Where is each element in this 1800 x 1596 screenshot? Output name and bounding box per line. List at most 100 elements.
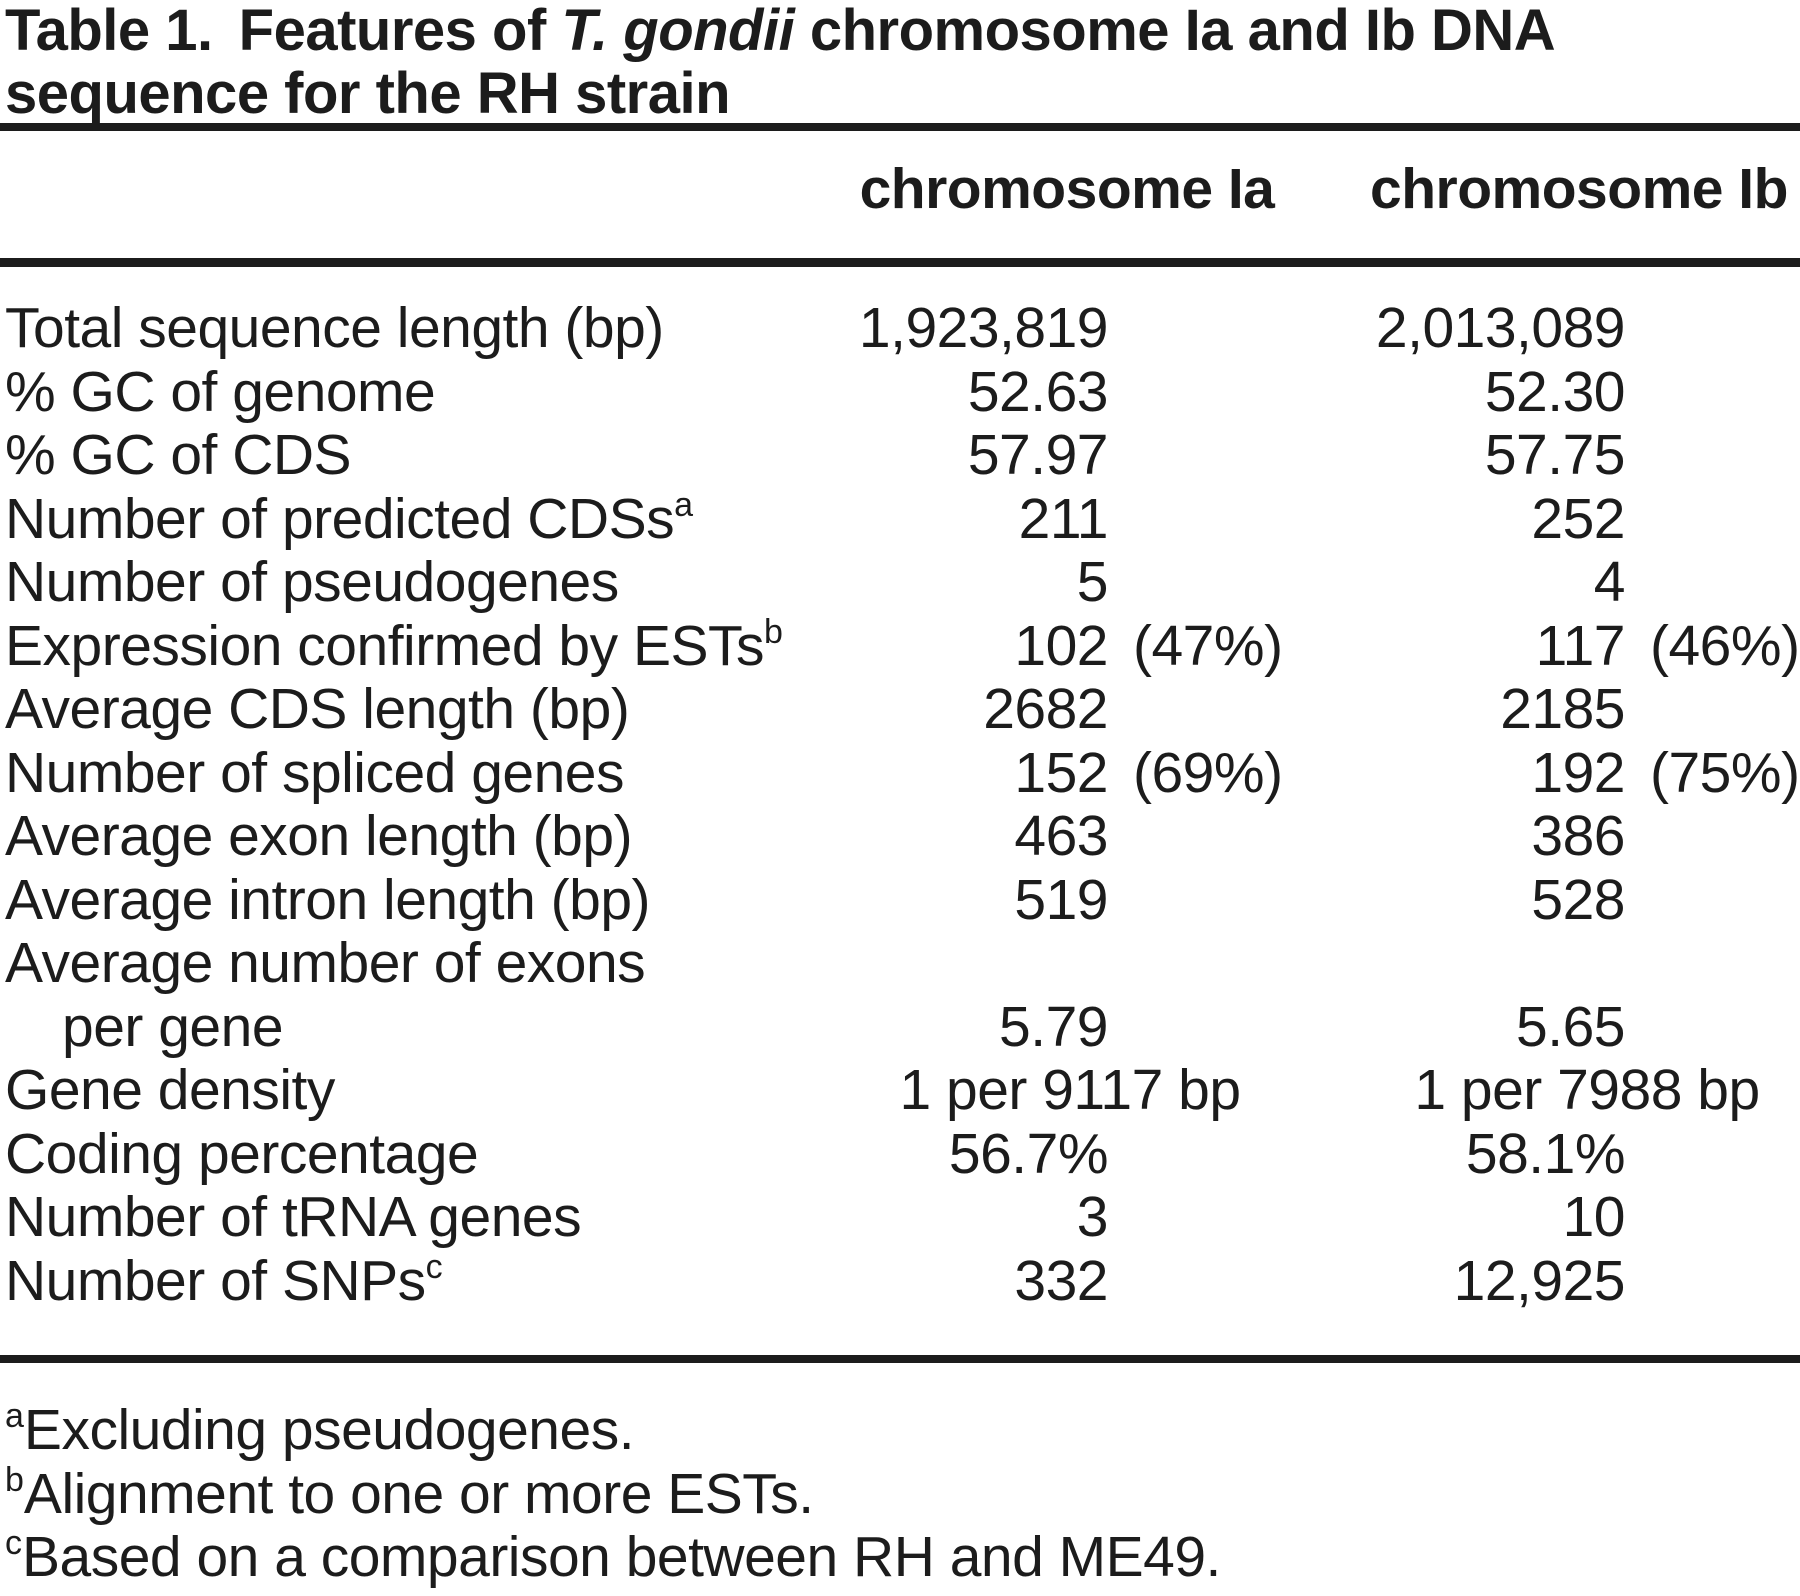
cell-value: 5.79 (999, 994, 1108, 1059)
row-label-text: Average number of exons (5, 931, 646, 995)
column-header-chromosome-ia: chromosome Ia (859, 157, 1275, 221)
row-label: % GC of CDS (5, 423, 352, 488)
table-row: Average number of exons (0, 931, 1800, 996)
row-label: Average CDS length (bp) (5, 677, 630, 742)
row-label-text: per gene (62, 994, 284, 1059)
footnote-marker: c (5, 1524, 22, 1562)
cell-value: 5.65 (1516, 994, 1625, 1059)
table-row: Total sequence length (bp) 1,923,819 2,013… (0, 296, 1800, 361)
cell-value: 386 (1531, 804, 1625, 868)
cell-value: 2185 (1500, 677, 1625, 741)
cell-value: 56.7% (948, 1121, 1109, 1186)
title-text-after: chromosome Ia and Ib DNA (794, 0, 1556, 63)
row-label-text: Number of tRNA genes (5, 1185, 582, 1249)
row-label: Expression confirmed by ESTsb (5, 613, 783, 679)
row-label-text: Number of predicted CDSs (5, 486, 675, 551)
table-row: Average CDS length (bp) 2682 2185 (0, 677, 1800, 742)
row-label-text: % GC of genome (5, 359, 436, 424)
cell-value: 3 (1076, 1185, 1109, 1249)
cell-value: 5 (1076, 550, 1109, 614)
footnote: cBased on a comparison between RH and ME… (5, 1524, 1795, 1590)
table-row: per gene 5.79 5.65 (0, 994, 1800, 1060)
cell-value: 57.75 (1484, 423, 1626, 487)
row-label-text: Expression confirmed by ESTs (5, 613, 764, 678)
cell-value-suffix: (75%) (1650, 740, 1800, 805)
cell-value-suffix: (47%) (1133, 613, 1283, 678)
rule-below-header (0, 258, 1800, 267)
table-row: Number of spliced genes 152 (69%) 192 (75%) (0, 740, 1800, 806)
cell-value: 192 (1531, 740, 1625, 805)
cell-value: 52.63 (967, 359, 1109, 424)
row-label: per gene (62, 994, 284, 1060)
footnote-marker: b (5, 1460, 24, 1499)
row-label: Average number of exons (5, 931, 646, 996)
table-row: Number of predicted CDSsa 211 252 (0, 486, 1800, 552)
column-header-chromosome-ib: chromosome Ib (1370, 157, 1788, 221)
row-label: Number of tRNA genes (5, 1185, 582, 1250)
cell-value: 4 (1593, 550, 1626, 614)
cell-value: 252 (1531, 486, 1625, 551)
table-title-line2: sequence for the RH strain (5, 61, 731, 126)
table-row: Gene density 1 per 9117 bp 1 per 7988 bp (0, 1058, 1800, 1123)
cell-value: 2,013,089 (1375, 296, 1626, 360)
footnotes: aExcluding pseudogenes. bAlignment to one… (5, 1397, 1795, 1590)
row-label-text: Total sequence length (bp) (5, 296, 664, 360)
title-text-before: Features of (238, 0, 562, 63)
table-row: Coding percentage 56.7% 58.1% (0, 1121, 1800, 1187)
cell-value: 1 per 7988 bp (1414, 1058, 1760, 1122)
row-label-text: % GC of CDS (5, 423, 352, 487)
row-label: Number of spliced genes (5, 740, 625, 806)
row-label: Number of SNPsc (5, 1247, 443, 1314)
cell-value: 152 (1014, 740, 1108, 805)
cell-value: 1 per 9117 bp (899, 1058, 1241, 1122)
footnote-marker: c (425, 1247, 443, 1286)
cell-value: 57.97 (967, 423, 1109, 487)
table-row: Number of tRNA genes 3 10 (0, 1185, 1800, 1250)
cell-value: 332 (1014, 1248, 1108, 1313)
cell-value: 58.1% (1465, 1121, 1626, 1186)
row-label-text: Number of spliced genes (5, 740, 625, 805)
cell-value: 117 (1535, 613, 1626, 678)
footnote-text: Based on a comparison between RH and ME4… (22, 1525, 1221, 1589)
table-row: Average intron length (bp) 519 528 (0, 867, 1800, 933)
row-label-text: Coding percentage (5, 1121, 479, 1186)
table-row: Number of pseudogenes 5 4 (0, 550, 1800, 615)
table-title-line1: Table 1. Features of T. gondii chromosome… (5, 0, 1556, 63)
row-label: % GC of genome (5, 359, 436, 425)
cell-value: 10 (1562, 1185, 1626, 1249)
table-number: Table 1. (5, 0, 213, 63)
row-label-text: Average CDS length (bp) (5, 677, 630, 741)
row-label: Average exon length (bp) (5, 804, 633, 869)
cell-value: 1,923,819 (858, 296, 1109, 360)
table-row: Average exon length (bp) 463 386 (0, 804, 1800, 869)
footnote-text: Excluding pseudogenes. (23, 1398, 635, 1462)
table-row: % GC of genome 52.63 52.30 (0, 359, 1800, 425)
cell-value: 519 (1014, 867, 1108, 932)
table-body: Total sequence length (bp) 1,923,819 2,013… (0, 296, 1800, 1314)
row-label: Total sequence length (bp) (5, 296, 664, 361)
cell-value: 463 (1014, 804, 1108, 868)
table-row: % GC of CDS 57.97 57.75 (0, 423, 1800, 488)
row-label: Number of pseudogenes (5, 550, 619, 615)
row-label: Average intron length (bp) (5, 867, 651, 933)
row-label: Number of predicted CDSsa (5, 486, 693, 552)
cell-value: 12,925 (1453, 1248, 1626, 1313)
row-label-text: Average exon length (bp) (5, 804, 633, 868)
row-label-text: Gene density (5, 1058, 335, 1122)
footnote-text: Alignment to one or more ESTs. (23, 1461, 814, 1526)
footnote: bAlignment to one or more ESTs. (5, 1460, 1795, 1527)
footnote-marker: a (5, 1397, 24, 1435)
row-label: Coding percentage (5, 1121, 479, 1187)
row-label-text: Number of SNPs (5, 1248, 426, 1313)
row-label-text: Average intron length (bp) (5, 867, 651, 932)
row-label-text: Number of pseudogenes (5, 550, 619, 614)
cell-value-suffix: (69%) (1133, 740, 1283, 805)
cell-value: 52.30 (1484, 359, 1626, 424)
row-label: Gene density (5, 1058, 335, 1123)
cell-value: 2682 (983, 677, 1108, 741)
table-row: Number of SNPsc 332 12,925 (0, 1247, 1800, 1314)
species-name: T. gondii (561, 0, 795, 63)
table-row: Expression confirmed by ESTsb 102 (47%) 117… (0, 613, 1800, 679)
cell-value: 528 (1531, 867, 1625, 932)
cell-value-suffix: (46%) (1650, 613, 1800, 678)
